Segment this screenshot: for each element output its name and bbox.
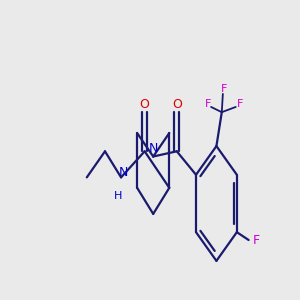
Text: F: F bbox=[253, 233, 260, 247]
Text: F: F bbox=[221, 84, 227, 94]
Text: N: N bbox=[148, 142, 158, 155]
Text: N: N bbox=[118, 166, 128, 179]
Text: H: H bbox=[114, 191, 122, 201]
Text: O: O bbox=[140, 98, 150, 111]
Text: F: F bbox=[237, 99, 243, 109]
Text: F: F bbox=[205, 99, 211, 109]
Text: O: O bbox=[172, 98, 182, 111]
